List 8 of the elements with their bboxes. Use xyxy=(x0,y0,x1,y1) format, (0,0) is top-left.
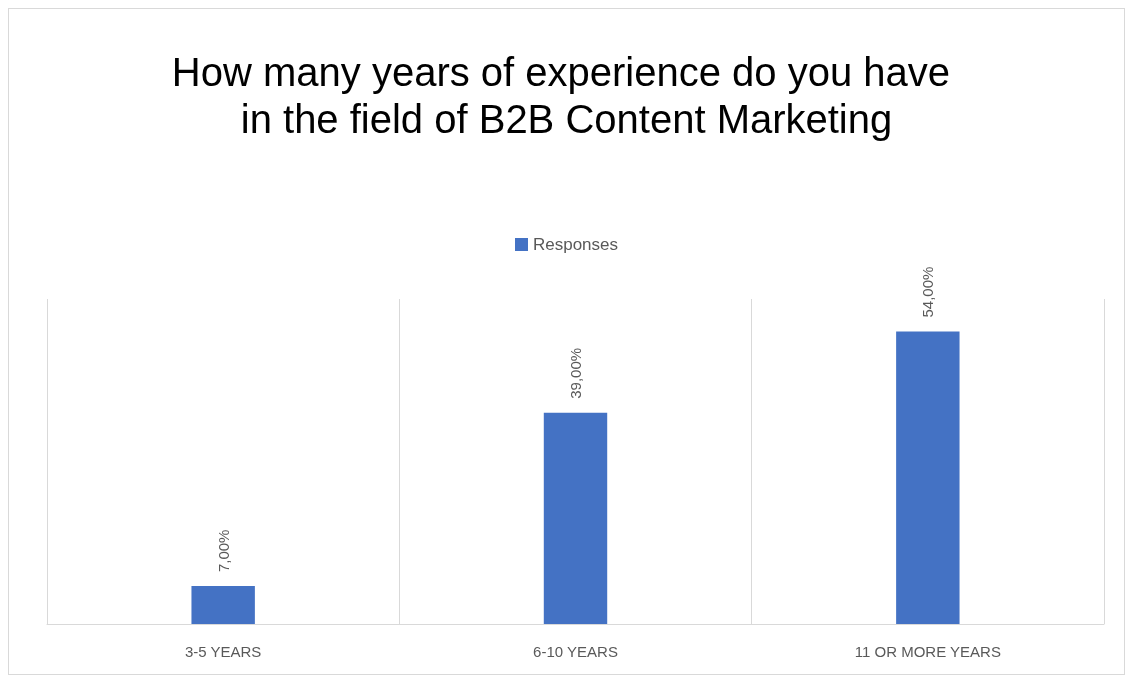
data-label: 39,00% xyxy=(567,347,584,399)
x-tick-label: 6-10 YEARS xyxy=(533,643,618,660)
x-tick-label: 3-5 YEARS xyxy=(184,643,262,660)
legend-label: Responses xyxy=(532,235,619,254)
data-label: 7,00% xyxy=(214,529,232,573)
x-tick-label: 11 OR MORE YEARS xyxy=(854,643,1001,660)
data-label: 54,00% xyxy=(919,266,937,318)
chart-title: How many years of experience do you have in the field of B2B Content Marketing xyxy=(171,49,962,141)
